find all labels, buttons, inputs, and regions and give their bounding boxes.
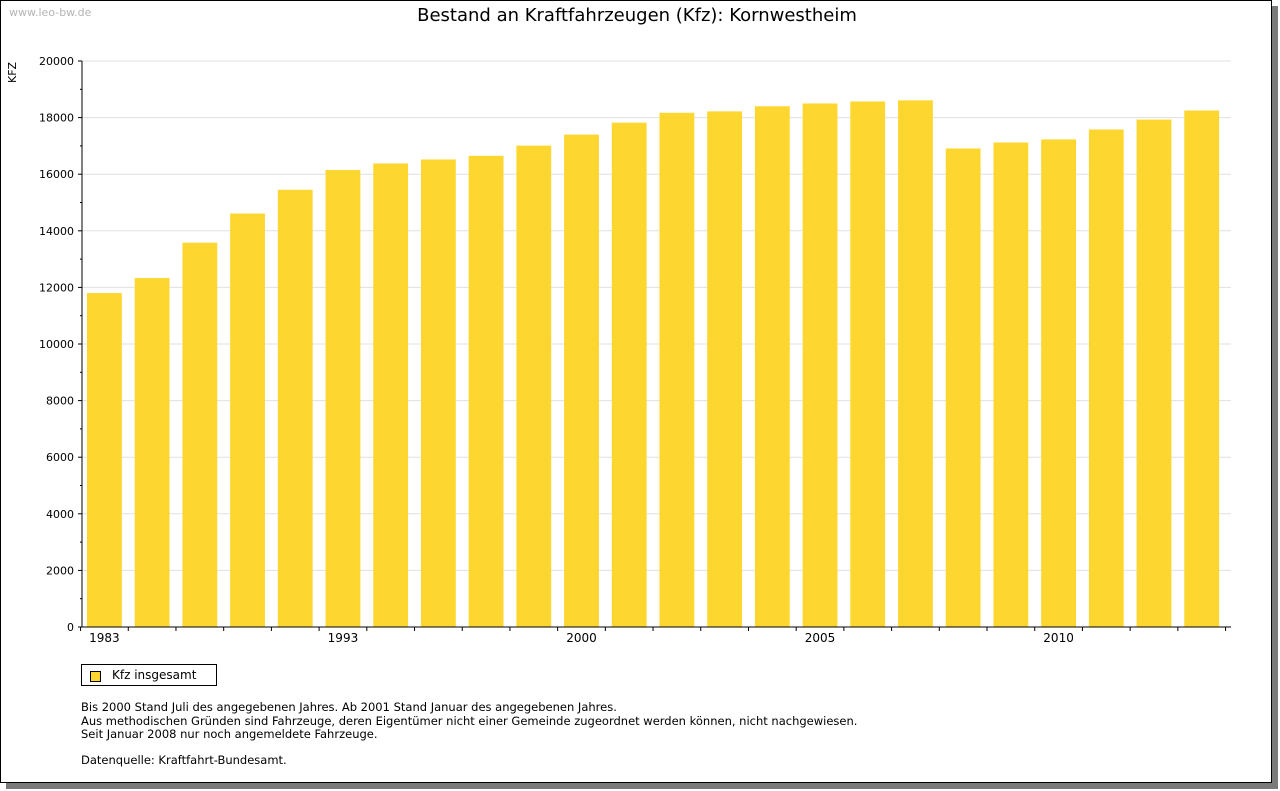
y-tick-label: 0 bbox=[67, 621, 74, 634]
x-tick-label: 2010 bbox=[1043, 631, 1074, 645]
bar bbox=[564, 134, 599, 627]
legend-label: Kfz insgesamt bbox=[112, 668, 197, 682]
bar bbox=[850, 101, 886, 628]
bar bbox=[277, 189, 313, 627]
footnote: Seit Januar 2008 nur noch angemeldete Fa… bbox=[81, 727, 378, 741]
bar bbox=[1041, 139, 1076, 628]
y-tick-label: 14000 bbox=[39, 225, 74, 238]
y-tick-label: 12000 bbox=[39, 281, 74, 294]
y-tick-label: 8000 bbox=[46, 395, 74, 408]
bars bbox=[87, 100, 1220, 628]
watermark: www.leo-bw.de bbox=[9, 6, 92, 19]
bar bbox=[468, 155, 504, 627]
y-tick-label: 18000 bbox=[39, 112, 74, 125]
bar bbox=[182, 242, 218, 627]
bar bbox=[754, 106, 790, 627]
footnotes: Bis 2000 Stand Juli des angegebenen Jahr… bbox=[81, 700, 858, 742]
bar bbox=[420, 159, 456, 627]
bar bbox=[325, 169, 361, 627]
x-tick-label: 1983 bbox=[89, 631, 120, 645]
x-tick-label: 2005 bbox=[805, 631, 836, 645]
y-tick-label: 4000 bbox=[46, 508, 74, 521]
y-tick-label: 10000 bbox=[39, 338, 74, 351]
y-ticks: 0 2000 4000 6000 8000 10000 12000 14000 16000 180… bbox=[39, 55, 82, 634]
legend: Kfz insgesamt bbox=[81, 664, 217, 686]
bar bbox=[134, 278, 170, 627]
y-tick-label: 20000 bbox=[39, 55, 74, 68]
chart-title: Bestand an Kraftfahrzeugen (Kfz): Kornwe… bbox=[417, 5, 857, 26]
legend-swatch bbox=[90, 671, 101, 682]
bar bbox=[1088, 129, 1124, 627]
y-tick-label: 2000 bbox=[46, 564, 74, 577]
bar bbox=[993, 142, 1029, 627]
footnote: Aus methodischen Gründen sind Fahrzeuge,… bbox=[81, 713, 858, 728]
bar bbox=[516, 145, 552, 627]
y-tick-label: 6000 bbox=[46, 451, 74, 464]
footnote: Bis 2000 Stand Juli des angegebenen Jahr… bbox=[81, 700, 617, 714]
bar bbox=[87, 293, 122, 627]
grid-lines bbox=[82, 60, 1231, 571]
bar bbox=[373, 163, 409, 628]
bar bbox=[707, 111, 743, 627]
bar bbox=[230, 213, 265, 628]
x-ticks: 1983 1993 2000 2005 2010 bbox=[80, 627, 1227, 645]
bar bbox=[945, 148, 981, 627]
bar bbox=[611, 122, 647, 627]
bar bbox=[659, 112, 695, 627]
x-tick-label: 1993 bbox=[328, 631, 359, 645]
x-tick-label: 2000 bbox=[566, 631, 597, 645]
bar bbox=[898, 100, 933, 628]
data-source: Datenquelle: Kraftfahrt-Bundesamt. bbox=[81, 753, 287, 767]
y-tick-label: 16000 bbox=[39, 168, 74, 181]
bar bbox=[1184, 110, 1220, 627]
bar bbox=[1136, 119, 1172, 628]
bar bbox=[802, 103, 838, 627]
